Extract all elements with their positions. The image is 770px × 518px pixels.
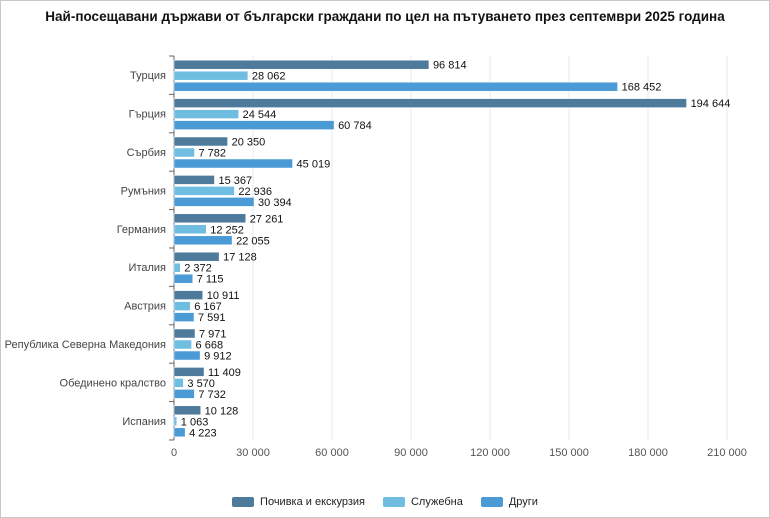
data-label: 45 019 — [297, 159, 331, 171]
category-label: Гърция — [129, 109, 166, 121]
legend-item[interactable]: Други — [480, 496, 538, 508]
bar — [173, 224, 207, 235]
bar — [173, 98, 687, 108]
data-label: 22 936 — [238, 186, 272, 198]
data-label: 27 261 — [250, 213, 284, 225]
data-label: 24 544 — [243, 109, 277, 121]
category-label: Румъния — [121, 185, 166, 197]
bar — [173, 416, 178, 427]
data-label: 96 814 — [433, 60, 467, 72]
legend-label: Почивка и екскурзия — [260, 496, 365, 508]
data-label: 22 055 — [236, 235, 270, 247]
data-label: 15 367 — [218, 175, 252, 187]
legend-swatch — [232, 497, 255, 507]
bar — [173, 312, 195, 322]
bar — [173, 235, 233, 246]
x-tick-label: 210 000 — [707, 447, 747, 459]
bar — [173, 339, 192, 350]
category-label: Германия — [117, 224, 166, 236]
bar — [173, 175, 215, 185]
bar — [173, 136, 228, 147]
bar — [173, 158, 293, 169]
bar — [173, 350, 201, 361]
x-tick-label: 120 000 — [470, 447, 510, 459]
bar — [173, 405, 201, 416]
legend: Почивка и екскурзия Служебна Други — [0, 496, 770, 508]
bar — [173, 81, 618, 92]
bar — [173, 378, 184, 388]
bar — [173, 262, 181, 273]
chart-title: Най-посещавани държави от български граж… — [45, 9, 725, 24]
x-tick-label: 0 — [171, 447, 177, 459]
bar — [173, 389, 195, 399]
data-label: 10 128 — [205, 405, 239, 417]
bar — [173, 70, 249, 81]
bar — [173, 197, 255, 207]
data-label: 4 223 — [189, 427, 217, 439]
x-tick-label: 60 000 — [315, 447, 349, 459]
data-label: 6 167 — [194, 301, 222, 313]
data-label: 20 350 — [232, 137, 266, 149]
x-tick-label: 30 000 — [236, 447, 270, 459]
data-label: 1 063 — [181, 416, 209, 428]
bar — [173, 273, 193, 284]
bar — [173, 301, 191, 311]
data-label: 3 570 — [187, 378, 215, 390]
bar — [173, 59, 430, 70]
legend-swatch — [382, 497, 405, 507]
bar — [173, 427, 186, 438]
bar — [173, 213, 247, 224]
x-tick-label: 90 000 — [394, 447, 428, 459]
bar — [173, 367, 205, 377]
category-label: Сърбия — [127, 147, 166, 159]
legend-swatch — [480, 497, 503, 507]
legend-item[interactable]: Служебна — [382, 496, 463, 508]
legend-label: Други — [508, 496, 538, 508]
data-label: 7 782 — [198, 148, 226, 160]
category-label: Испания — [122, 416, 166, 428]
data-label: 2 372 — [184, 263, 212, 275]
data-label: 30 394 — [258, 197, 292, 209]
data-label: 7 591 — [198, 312, 226, 324]
data-label: 12 252 — [210, 224, 244, 236]
category-label: Обединено кралство — [60, 377, 166, 389]
bar — [173, 147, 195, 158]
data-label: 168 452 — [622, 82, 662, 94]
data-label: 6 668 — [196, 340, 224, 352]
bar — [173, 251, 220, 262]
bar — [173, 186, 235, 196]
bar — [173, 120, 335, 130]
bar — [173, 109, 239, 119]
data-label: 7 732 — [198, 389, 226, 401]
legend-label: Служебна — [410, 496, 463, 508]
data-label: 9 912 — [204, 351, 232, 363]
data-label: 10 911 — [207, 290, 240, 302]
category-label: Австрия — [124, 301, 166, 313]
category-label: Република Северна Македония — [5, 339, 166, 351]
x-tick-label: 180 000 — [628, 447, 668, 459]
data-label: 7 115 — [197, 274, 224, 286]
data-label: 11 409 — [208, 367, 241, 379]
legend-item[interactable]: Почивка и екскурзия — [232, 496, 365, 508]
category-label: Италия — [129, 262, 167, 274]
data-label: 7 971 — [199, 329, 227, 341]
x-tick-label: 150 000 — [549, 447, 589, 459]
bar — [173, 290, 203, 300]
data-label: 60 784 — [338, 120, 372, 132]
category-label: Турция — [130, 70, 166, 82]
data-label: 28 062 — [252, 71, 286, 83]
bar — [173, 328, 196, 339]
data-label: 194 644 — [691, 98, 731, 110]
data-label: 17 128 — [223, 252, 257, 264]
